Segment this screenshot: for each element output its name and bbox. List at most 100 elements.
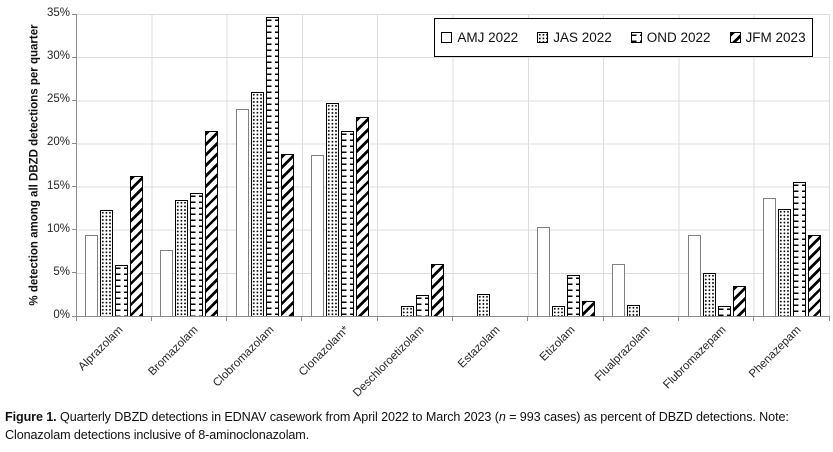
x-tick-label-clobromazolam: Clobromazolam	[210, 324, 277, 390]
x-tick-label-phenazepam: Phenazepam	[746, 324, 804, 381]
x-tick-label-flubromazepam: Flubromazepam	[660, 324, 729, 392]
bar-clobromazolam-ond-2022	[265, 17, 279, 316]
bar-bromazolam-jas-2022	[175, 199, 189, 316]
bar-clobromazolam-amj-2022	[235, 108, 249, 316]
y-tick-mark	[71, 56, 76, 58]
y-tick-mark	[71, 99, 76, 101]
legend-item-ond-2022: OND 2022	[630, 30, 711, 45]
y-tick-label-25: 25%	[46, 93, 70, 106]
bar-flubromazepam-ond-2022	[717, 305, 731, 316]
bar-bromazolam-amj-2022	[160, 249, 174, 316]
x-tick-label-flualprazolam: Flualprazolam	[593, 324, 653, 384]
bar-flubromazepam-amj-2022	[687, 234, 701, 316]
bar-estazolam-jas-2022	[476, 294, 490, 316]
bar-phenazepam-ond-2022	[792, 182, 806, 316]
bar-flubromazepam-jas-2022	[702, 272, 716, 316]
bar-clonazolam-amj-2022	[311, 154, 325, 316]
y-tick-label-5: 5%	[53, 265, 70, 278]
bar-bromazolam-jfm-2023	[205, 131, 219, 316]
y-tick-label-10: 10%	[46, 222, 70, 235]
y-tick-mark	[71, 142, 76, 144]
y-tick-label-35: 35%	[46, 7, 70, 19]
legend-swatch-diagonal-icon	[729, 32, 741, 43]
bar-group-estazolam	[462, 294, 520, 316]
bar-alprazolam-ond-2022	[115, 265, 129, 316]
x-tick-label-clonazolam: Clonazolam*	[296, 324, 352, 379]
bar-deschloroetizolam-jfm-2023	[431, 264, 445, 316]
bar-etizolam-amj-2022	[536, 227, 550, 316]
y-tick-mark	[71, 186, 76, 188]
x-tick-mark	[75, 316, 77, 321]
bar-deschloroetizolam-ond-2022	[416, 295, 430, 316]
bar-phenazepam-jas-2022	[777, 209, 791, 316]
y-axis-title: % detection among all DBZD detections pe…	[29, 24, 41, 306]
bar-etizolam-jfm-2023	[581, 301, 595, 316]
bar-alprazolam-jas-2022	[100, 209, 114, 316]
figure-caption: Figure 1. Quarterly DBZD detections in E…	[5, 409, 827, 444]
legend-swatch-dots-icon	[537, 32, 549, 43]
bar-clobromazolam-jfm-2023	[280, 153, 294, 316]
bar-group-clonazolam	[311, 102, 370, 316]
x-tick-mark	[150, 316, 152, 321]
bar-group-etizolam	[536, 227, 595, 316]
x-tick-mark	[452, 316, 453, 321]
bar-flualprazolam-amj-2022	[612, 264, 626, 316]
legend-label: JFM 2023	[745, 30, 806, 45]
legend-label: AMJ 2022	[457, 30, 519, 45]
bar-alprazolam-jfm-2023	[130, 176, 144, 316]
y-tick-label-30: 30%	[46, 50, 70, 63]
bar-deschloroetizolam-jas-2022	[401, 305, 415, 316]
y-tick-label-0: 0%	[53, 309, 70, 321]
bar-clonazolam-ond-2022	[341, 131, 355, 316]
x-tick-label-bromazolam: Bromazolam	[146, 324, 201, 379]
x-tick-mark	[301, 316, 303, 321]
x-tick-label-deschloroetizolam: Deschloroetizolam	[351, 324, 427, 400]
legend-item-jfm-2023: JFM 2023	[729, 30, 806, 45]
bar-group-deschloroetizolam	[386, 264, 445, 316]
bar-group-flubromazepam	[687, 234, 746, 316]
y-tick-label-20: 20%	[46, 136, 70, 149]
bar-group-bromazolam	[160, 131, 219, 316]
x-tick-mark	[828, 316, 830, 321]
bar-group-flualprazolam	[612, 264, 670, 316]
caption-n-symbol: n	[498, 410, 506, 424]
legend-swatch-dashes-icon	[630, 32, 642, 43]
legend-label: OND 2022	[646, 30, 711, 45]
legend-item-amj-2022: AMJ 2022	[441, 30, 518, 45]
x-tick-label-etizolam: Etizolam	[537, 324, 578, 364]
legend: AMJ 2022 JAS 2022 OND 2022 JFM 2023	[434, 18, 813, 57]
x-tick-mark	[677, 316, 679, 321]
bar-flubromazepam-jfm-2023	[732, 285, 746, 316]
x-tick-mark	[753, 316, 755, 321]
bar-etizolam-ond-2022	[566, 274, 580, 316]
caption-text-before-n: Quarterly DBZD detections in EDNAV casew…	[56, 410, 499, 424]
legend-label: JAS 2022	[553, 30, 612, 45]
bar-etizolam-jas-2022	[551, 305, 565, 316]
bar-group-phenazepam	[762, 182, 821, 316]
x-tick-label-alprazolam: Alprazolam	[76, 324, 126, 374]
bar-clonazolam-jas-2022	[326, 102, 340, 316]
bar-alprazolam-amj-2022	[85, 234, 99, 316]
legend-swatch-plain-icon	[441, 32, 453, 43]
y-tick-mark	[71, 315, 76, 317]
bar-phenazepam-jfm-2023	[807, 234, 821, 316]
x-tick-mark	[376, 316, 378, 321]
plot-area	[75, 14, 830, 317]
y-tick-mark	[71, 272, 76, 274]
legend-item-jas-2022: JAS 2022	[537, 30, 612, 45]
bar-phenazepam-amj-2022	[762, 197, 776, 316]
y-tick-mark	[71, 13, 76, 15]
x-tick-mark	[226, 316, 228, 321]
caption-label: Figure 1.	[5, 410, 57, 424]
bar-group-alprazolam	[85, 176, 144, 316]
bar-clonazolam-jfm-2023	[356, 116, 370, 316]
bar-flualprazolam-jas-2022	[627, 304, 641, 316]
bar-bromazolam-ond-2022	[190, 193, 204, 316]
x-tick-mark	[527, 316, 529, 321]
x-tick-mark	[602, 316, 604, 321]
caption-text-after-n: = 993 cases) as percent of DBZD detectio…	[5, 410, 789, 442]
bar-clobromazolam-jas-2022	[250, 91, 264, 316]
bar-group-clobromazolam	[235, 17, 294, 316]
x-tick-label-estazolam: Estazolam	[455, 324, 503, 371]
